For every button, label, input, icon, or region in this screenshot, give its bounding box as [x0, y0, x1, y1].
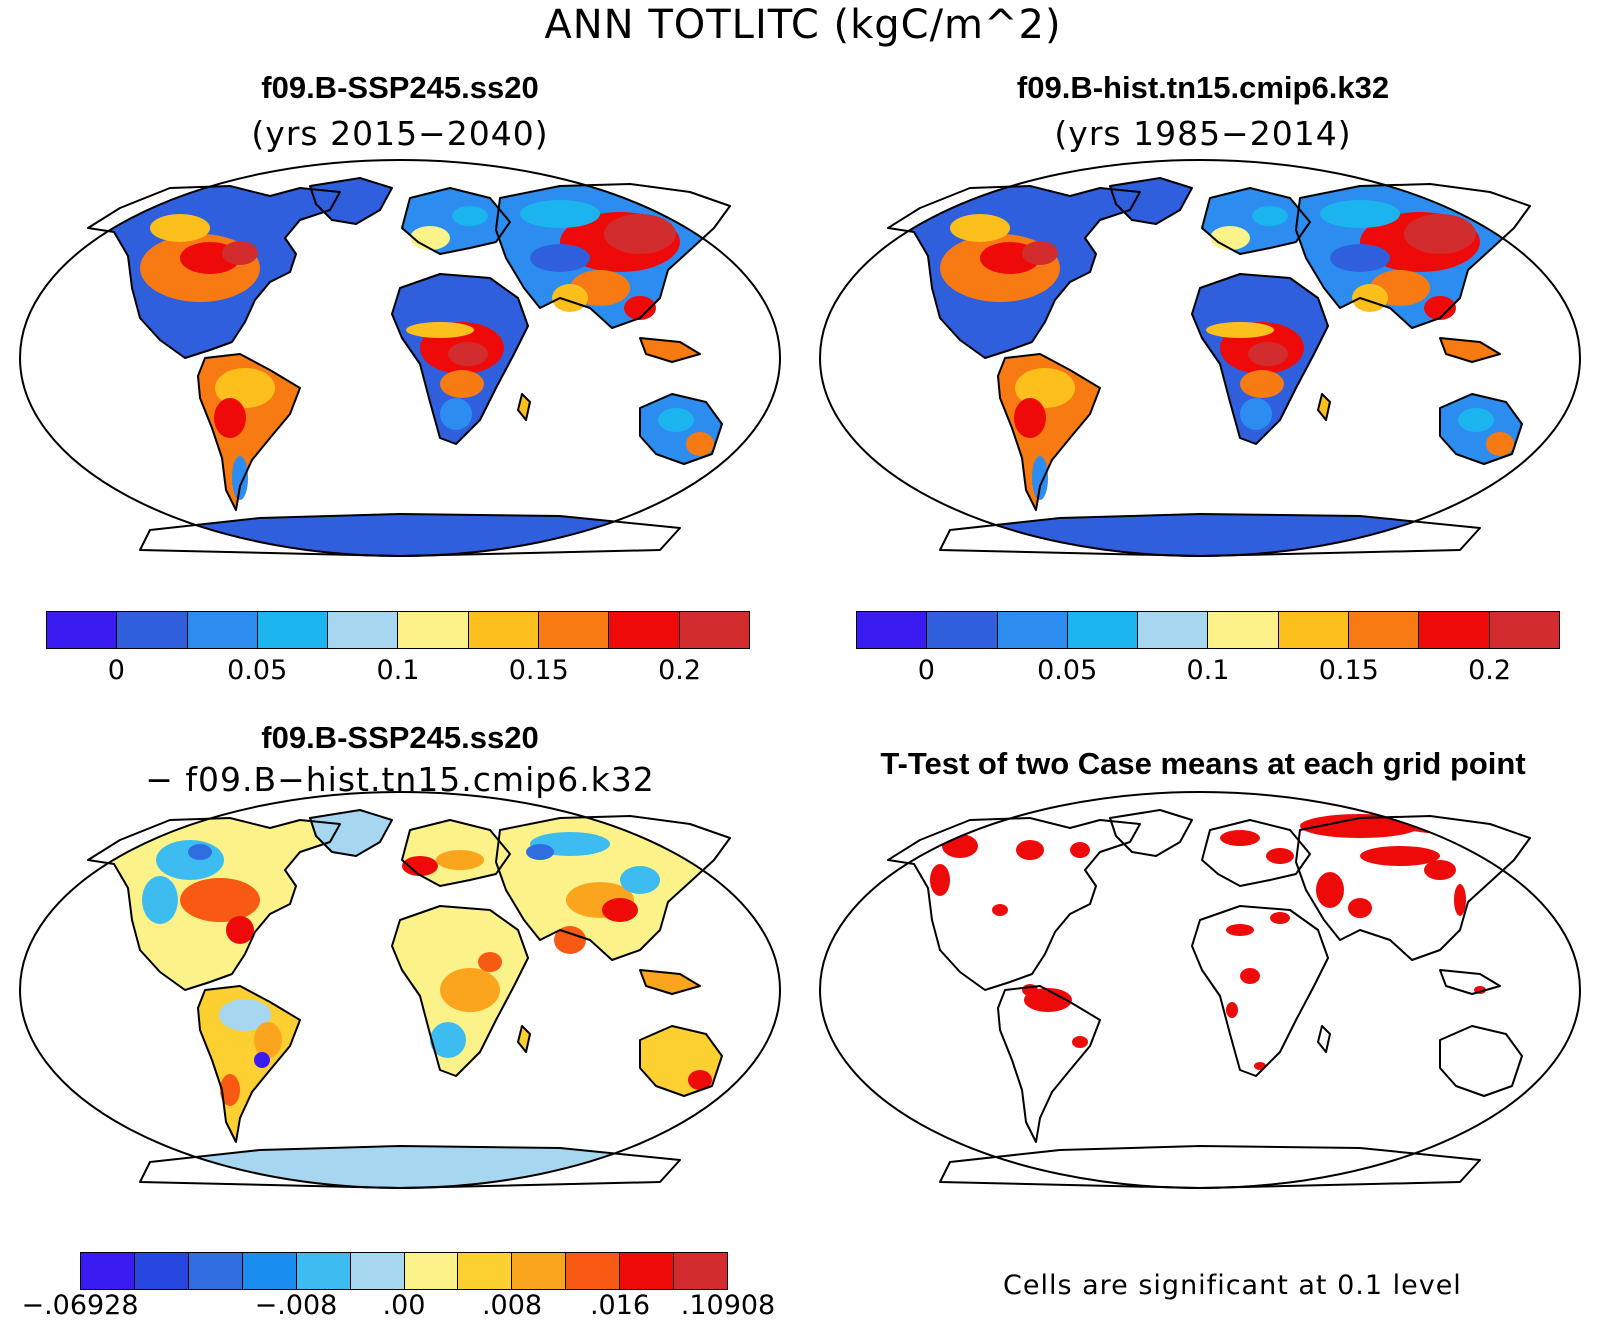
- colorbar-swatch: [296, 1253, 351, 1289]
- colorbar-swatch: [81, 1253, 135, 1289]
- colorbar-swatch: [927, 612, 998, 648]
- colorbar-swatch: [242, 1253, 297, 1289]
- colorbar-swatch: [512, 1253, 567, 1289]
- colorbar-tick-label: 0.05: [1037, 655, 1098, 686]
- colorbar-swatch: [187, 612, 258, 648]
- colorbar-swatch: [539, 612, 610, 648]
- colorbar-panel-1-ticks: 0 0.05 0.1 0.15 0.2: [46, 655, 750, 695]
- colorbar-tick-label: 0.2: [1468, 655, 1512, 686]
- colorbar-tick-label: 0.1: [1186, 655, 1230, 686]
- colorbar-tick-label: −.008: [254, 1290, 338, 1321]
- map-panel-1: [19, 159, 781, 557]
- colorbar-panel-2-ticks: 0 0.05 0.1 0.15 0.2: [856, 655, 1560, 695]
- colorbar-swatch: [117, 612, 188, 648]
- panel-2-title: f09.B-hist.tn15.cmip6.k32: [1016, 70, 1390, 105]
- colorbar-swatch: [1138, 612, 1209, 648]
- figure-title: ANN TOTLITC (kgC/m^2): [544, 2, 1062, 48]
- colorbar-swatch: [857, 612, 928, 648]
- colorbar-swatch: [468, 612, 540, 648]
- significance-note: Cells are significant at 0.1 level: [1003, 1270, 1462, 1301]
- colorbar-swatch: [1208, 612, 1279, 648]
- colorbar-swatch: [674, 1253, 728, 1289]
- colorbar-tick-label: 0.15: [508, 655, 569, 686]
- colorbar-swatch: [458, 1253, 513, 1289]
- panel-2-subtitle: (yrs 1985−2014): [1054, 114, 1352, 153]
- panel-4-title: T-Test of two Case means at each grid po…: [880, 746, 1526, 781]
- colorbar-swatch: [47, 612, 118, 648]
- colorbar-swatch: [1419, 612, 1490, 648]
- colorbar-swatch: [1349, 612, 1420, 648]
- colorbar-panel-3-ticks: −.06928 −.008 .00 .008 .016 .10908: [21, 1290, 775, 1323]
- colorbar-tick-label: 0.05: [227, 655, 288, 686]
- colorbar-swatch: [620, 1253, 675, 1289]
- map-panel-3: [19, 791, 781, 1189]
- colorbar-tick-label: 0: [107, 655, 125, 686]
- panel-3-title: f09.B-SSP245.ss20: [261, 720, 539, 755]
- colorbar-swatch: [679, 612, 749, 648]
- colorbar-tick-label: .10908: [680, 1290, 776, 1321]
- colorbar-swatch: [188, 1253, 243, 1289]
- panel-1-title: f09.B-SSP245.ss20: [261, 70, 539, 105]
- colorbar-swatch: [566, 1253, 621, 1289]
- colorbar-tick-label: 0.15: [1318, 655, 1379, 686]
- colorbar-tick-label: .00: [382, 1290, 426, 1321]
- colorbar-swatch: [328, 612, 399, 648]
- colorbar-tick-label: −.06928: [21, 1290, 139, 1321]
- colorbar-swatch: [1278, 612, 1350, 648]
- colorbar-swatch: [257, 612, 329, 648]
- colorbar-swatch: [997, 612, 1068, 648]
- colorbar-tick-label: 0.2: [658, 655, 702, 686]
- colorbar-panel-3: [80, 1252, 728, 1290]
- colorbar-swatch: [398, 612, 469, 648]
- colorbar-swatch: [1067, 612, 1139, 648]
- colorbar-swatch: [404, 1253, 459, 1289]
- colorbar-tick-label: 0: [917, 655, 935, 686]
- colorbar-tick-label: .016: [589, 1290, 651, 1321]
- panel-1-subtitle: (yrs 2015−2040): [251, 114, 549, 153]
- colorbar-swatch: [1489, 612, 1559, 648]
- colorbar-swatch: [350, 1253, 405, 1289]
- colorbar-tick-label: 0.1: [376, 655, 420, 686]
- colorbar-panel-1: [46, 611, 750, 649]
- colorbar-swatch: [609, 612, 680, 648]
- colorbar-swatch: [134, 1253, 189, 1289]
- colorbar-tick-label: .008: [481, 1290, 543, 1321]
- map-panel-4: [819, 791, 1581, 1189]
- colorbar-panel-2: [856, 611, 1560, 649]
- map-panel-2: [819, 159, 1581, 557]
